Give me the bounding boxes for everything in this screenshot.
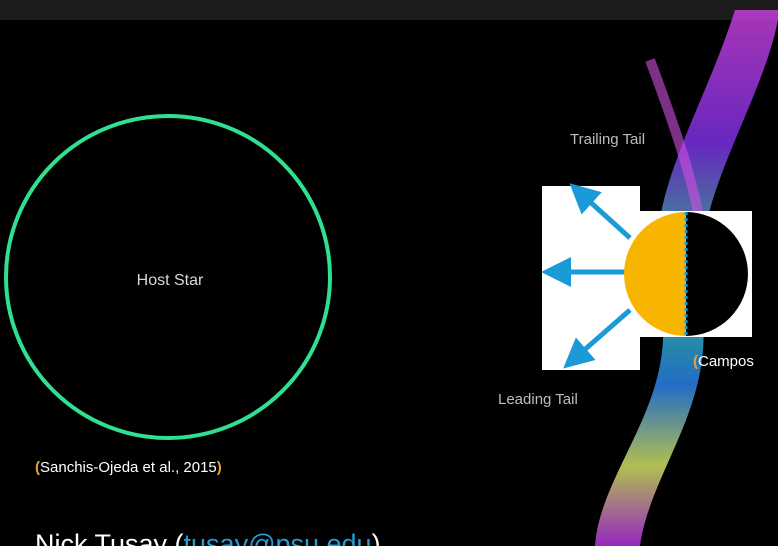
email-link[interactable]: tusay@psu.edu [184,529,372,546]
footer: Nick Tusay (tusay@psu.edu) [35,529,381,546]
citation-left: (Sanchis-Ojeda et al., 2015) [35,459,222,476]
trailing-label: Trailing Tail [570,131,645,148]
slide: Host Star Trailing Tail Leading Tail (Ca… [0,0,778,546]
leading-label: Leading Tail [498,391,578,408]
citation-right: (Campos [693,353,754,370]
top-bar [0,0,778,20]
star-label: Host Star [137,272,204,289]
